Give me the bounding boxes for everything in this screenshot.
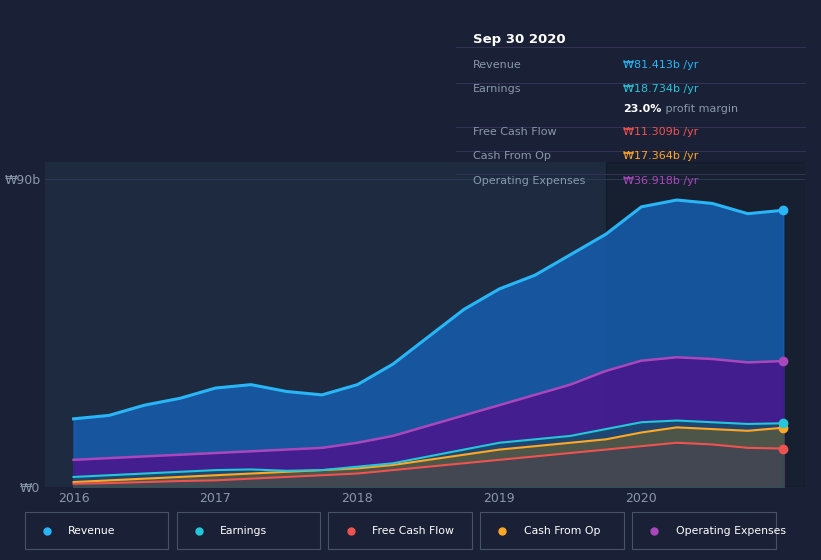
Bar xyxy=(25,512,168,549)
Text: Free Cash Flow: Free Cash Flow xyxy=(372,526,454,535)
Text: Revenue: Revenue xyxy=(68,526,116,535)
Bar xyxy=(632,512,776,549)
Bar xyxy=(606,162,805,487)
Text: ₩81.413b /yr: ₩81.413b /yr xyxy=(623,59,699,69)
Text: Operating Expenses: Operating Expenses xyxy=(676,526,786,535)
Text: ₩11.309b /yr: ₩11.309b /yr xyxy=(623,127,699,137)
Bar xyxy=(328,512,472,549)
Text: ₩17.364b /yr: ₩17.364b /yr xyxy=(623,151,699,161)
Text: Operating Expenses: Operating Expenses xyxy=(473,176,585,186)
Text: Earnings: Earnings xyxy=(220,526,267,535)
Text: profit margin: profit margin xyxy=(662,104,737,114)
Text: Sep 30 2020: Sep 30 2020 xyxy=(473,32,566,46)
Text: 23.0%: 23.0% xyxy=(623,104,662,114)
Text: ₩36.918b /yr: ₩36.918b /yr xyxy=(623,176,699,186)
Text: Cash From Op: Cash From Op xyxy=(524,526,600,535)
Text: Earnings: Earnings xyxy=(473,84,521,94)
Text: ₩18.734b /yr: ₩18.734b /yr xyxy=(623,84,699,94)
Text: Revenue: Revenue xyxy=(473,59,522,69)
Bar xyxy=(480,512,624,549)
Text: Free Cash Flow: Free Cash Flow xyxy=(473,127,557,137)
Bar xyxy=(177,512,320,549)
Text: Cash From Op: Cash From Op xyxy=(473,151,551,161)
